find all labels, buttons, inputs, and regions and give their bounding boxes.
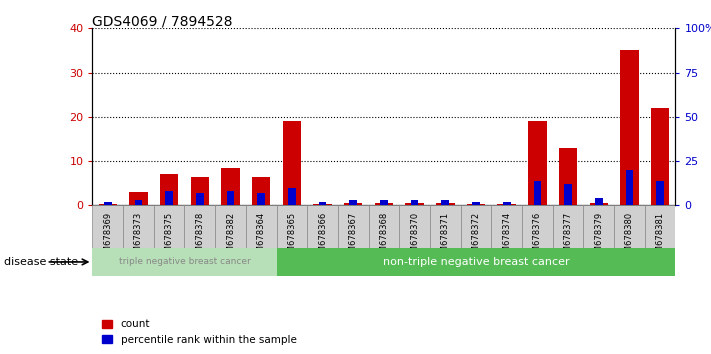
- Text: triple negative breast cancer: triple negative breast cancer: [119, 257, 250, 267]
- FancyBboxPatch shape: [277, 205, 307, 248]
- Bar: [196, 193, 203, 205]
- FancyBboxPatch shape: [92, 205, 123, 248]
- FancyBboxPatch shape: [461, 205, 491, 248]
- Bar: [191, 177, 209, 205]
- Text: GSM678376: GSM678376: [533, 212, 542, 263]
- Text: disease state: disease state: [4, 257, 77, 267]
- Bar: [620, 51, 638, 205]
- Text: GSM678375: GSM678375: [165, 212, 173, 263]
- FancyBboxPatch shape: [307, 205, 338, 248]
- Bar: [651, 108, 669, 205]
- FancyBboxPatch shape: [645, 205, 675, 248]
- Bar: [533, 181, 541, 205]
- Bar: [134, 200, 142, 205]
- Text: GSM678366: GSM678366: [318, 212, 327, 263]
- Bar: [349, 200, 357, 205]
- Text: GSM678371: GSM678371: [441, 212, 450, 263]
- Text: GSM678368: GSM678368: [380, 212, 388, 263]
- Bar: [99, 204, 117, 205]
- Text: GSM678380: GSM678380: [625, 212, 634, 263]
- FancyBboxPatch shape: [368, 205, 400, 248]
- FancyBboxPatch shape: [246, 205, 277, 248]
- FancyBboxPatch shape: [277, 248, 675, 276]
- Bar: [314, 204, 332, 205]
- Bar: [165, 191, 173, 205]
- Bar: [595, 198, 603, 205]
- Bar: [319, 202, 326, 205]
- FancyBboxPatch shape: [491, 205, 522, 248]
- Bar: [221, 168, 240, 205]
- FancyBboxPatch shape: [522, 205, 552, 248]
- Text: GSM678364: GSM678364: [257, 212, 266, 263]
- FancyBboxPatch shape: [614, 205, 645, 248]
- FancyBboxPatch shape: [584, 205, 614, 248]
- Bar: [411, 200, 419, 205]
- FancyBboxPatch shape: [338, 205, 368, 248]
- Text: GSM678370: GSM678370: [410, 212, 419, 263]
- Text: GSM678374: GSM678374: [502, 212, 511, 263]
- Text: GSM678377: GSM678377: [564, 212, 572, 263]
- Bar: [129, 192, 148, 205]
- FancyBboxPatch shape: [123, 205, 154, 248]
- Bar: [472, 202, 480, 205]
- Legend: count, percentile rank within the sample: count, percentile rank within the sample: [97, 315, 301, 349]
- Bar: [442, 200, 449, 205]
- Bar: [626, 170, 634, 205]
- Text: GSM678381: GSM678381: [656, 212, 665, 263]
- Bar: [257, 193, 265, 205]
- Text: GSM678372: GSM678372: [471, 212, 481, 263]
- Bar: [528, 121, 547, 205]
- Bar: [503, 202, 510, 205]
- Bar: [656, 181, 664, 205]
- Text: GSM678373: GSM678373: [134, 212, 143, 263]
- Text: GSM678382: GSM678382: [226, 212, 235, 263]
- Bar: [160, 175, 178, 205]
- Text: GSM678367: GSM678367: [349, 212, 358, 263]
- FancyBboxPatch shape: [184, 205, 215, 248]
- FancyBboxPatch shape: [552, 205, 584, 248]
- Bar: [288, 188, 296, 205]
- Bar: [375, 203, 393, 205]
- Bar: [565, 184, 572, 205]
- Bar: [227, 191, 235, 205]
- FancyBboxPatch shape: [92, 248, 277, 276]
- FancyBboxPatch shape: [154, 205, 184, 248]
- Bar: [589, 203, 608, 205]
- Bar: [436, 203, 454, 205]
- Text: GDS4069 / 7894528: GDS4069 / 7894528: [92, 14, 233, 28]
- Bar: [104, 202, 112, 205]
- Text: non-triple negative breast cancer: non-triple negative breast cancer: [383, 257, 570, 267]
- Text: GSM678378: GSM678378: [196, 212, 204, 263]
- Bar: [559, 148, 577, 205]
- Text: GSM678369: GSM678369: [103, 212, 112, 263]
- Bar: [467, 204, 485, 205]
- Text: GSM678379: GSM678379: [594, 212, 603, 263]
- FancyBboxPatch shape: [430, 205, 461, 248]
- Bar: [344, 203, 363, 205]
- Bar: [380, 200, 387, 205]
- Bar: [283, 121, 301, 205]
- Bar: [252, 177, 270, 205]
- FancyBboxPatch shape: [400, 205, 430, 248]
- FancyBboxPatch shape: [215, 205, 246, 248]
- Text: GSM678365: GSM678365: [287, 212, 296, 263]
- Bar: [405, 203, 424, 205]
